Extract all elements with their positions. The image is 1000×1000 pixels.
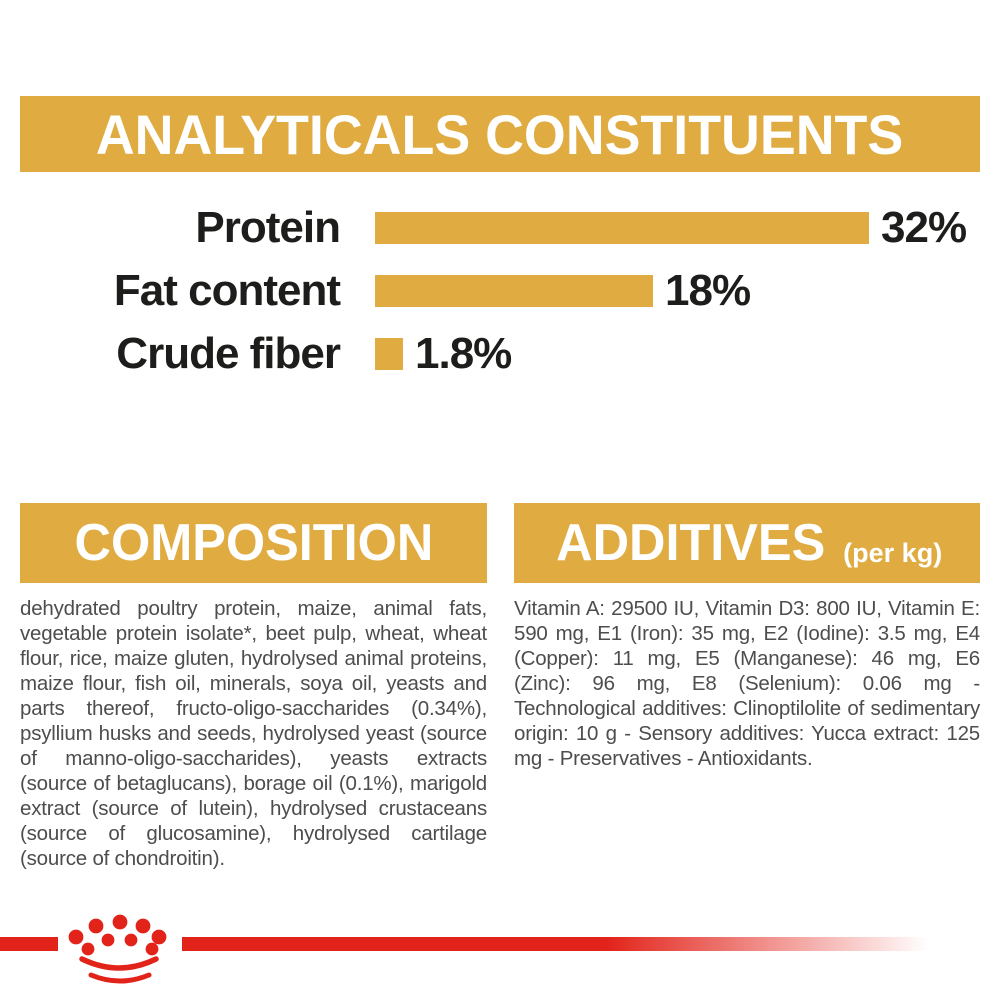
chart-category-label: Fat content — [113, 265, 341, 315]
red-divider-line-right — [182, 937, 952, 951]
chart-bar — [375, 274, 653, 307]
chart-row-protein: Protein 32% — [20, 196, 980, 259]
chart-row-fat-content: Fat content 18% — [20, 259, 980, 322]
analytical-constituents-title: ANALYTICALS CONSTITUENTS — [96, 102, 904, 166]
chart-category-label: Crude fiber — [116, 328, 341, 378]
additives-banner: ADDITIVES (per kg) — [514, 503, 980, 583]
additives-section: ADDITIVES (per kg) Vitamin A: 29500 IU, … — [514, 503, 980, 771]
additives-text: Vitamin A: 29500 IU, Vitamin D3: 800 IU,… — [514, 597, 980, 770]
chart-value-label: 32% — [881, 202, 967, 252]
additives-title: ADDITIVES — [555, 514, 826, 572]
composition-section: COMPOSITION dehydrated poultry protein, … — [20, 503, 487, 871]
analytical-constituents-banner: ANALYTICALS CONSTITUENTS — [20, 96, 980, 172]
red-divider-line-left — [0, 937, 58, 951]
composition-text: dehydrated poultry protein, maize, anima… — [20, 597, 487, 870]
analytical-constituents-chart: Protein 32% Fat content 18% Crude fiber … — [20, 196, 980, 385]
royal-canin-crown-logo — [68, 914, 167, 984]
composition-banner: COMPOSITION — [20, 503, 487, 583]
chart-bar — [375, 211, 869, 244]
chart-value-label: 1.8% — [415, 328, 512, 378]
chart-row-crude-fiber: Crude fiber 1.8% — [20, 322, 980, 385]
chart-bar — [375, 337, 403, 370]
additives-title-suffix: (per kg) — [843, 538, 943, 568]
composition-title: COMPOSITION — [74, 514, 433, 572]
chart-category-label: Protein — [195, 202, 341, 252]
chart-value-label: 18% — [665, 265, 751, 315]
